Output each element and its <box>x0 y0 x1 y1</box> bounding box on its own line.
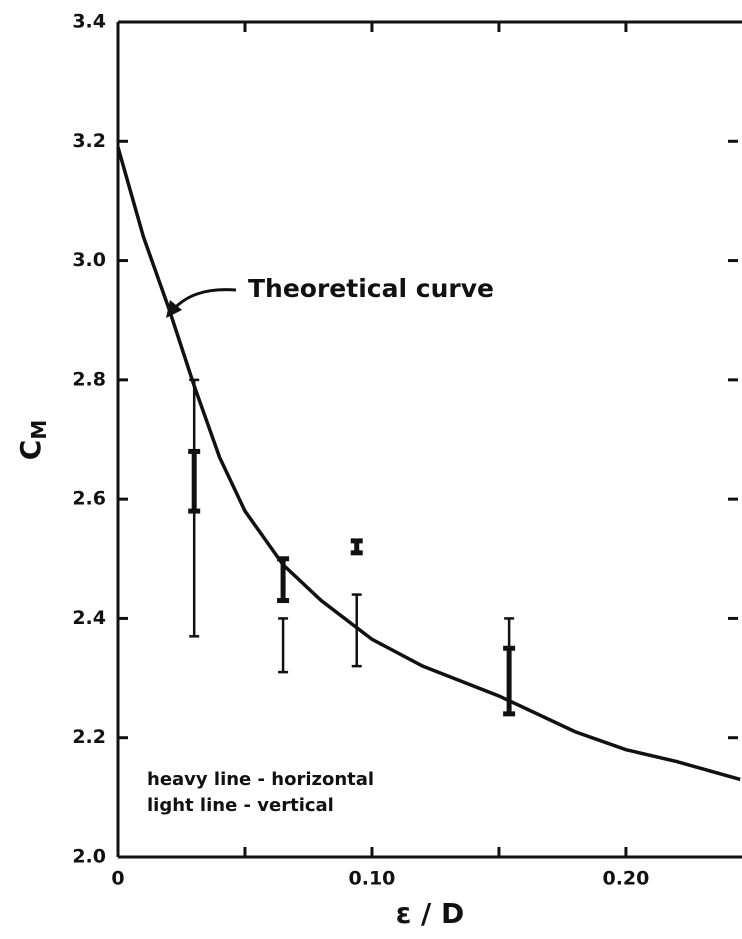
x-tick-label: 0.10 <box>349 868 396 890</box>
x-tick-label: 0 <box>111 868 124 890</box>
note: light line - vertical <box>147 795 334 816</box>
y-tick-label: 2.6 <box>72 488 106 510</box>
note: heavy line - horizontal <box>147 769 374 790</box>
error-bar <box>350 538 363 556</box>
error-bar <box>188 448 201 514</box>
y-label-sub: M <box>27 420 51 440</box>
y-tick-label: 2.2 <box>72 726 106 748</box>
y-tick-label: 3.2 <box>72 130 106 152</box>
annotation: Theoretical curve <box>248 274 494 303</box>
y-label-main: C <box>14 440 47 461</box>
x-axis-label: ε / D <box>396 897 465 930</box>
y-tick-label: 2.4 <box>72 607 106 629</box>
theoretical-curve <box>116 146 741 782</box>
y-tick-label: 3.0 <box>72 249 106 271</box>
y-tick-label: 2.0 <box>72 846 106 868</box>
error-bar <box>351 593 362 668</box>
y-tick-label: 2.8 <box>72 368 106 390</box>
error-bar <box>504 617 515 650</box>
error-bar <box>277 556 290 604</box>
y-axis-label: CM <box>14 420 51 460</box>
error-bar <box>278 617 289 674</box>
y-tick-label: 3.4 <box>72 11 106 33</box>
x-tick-label: 0.20 <box>602 868 649 890</box>
error-bar <box>503 645 516 717</box>
